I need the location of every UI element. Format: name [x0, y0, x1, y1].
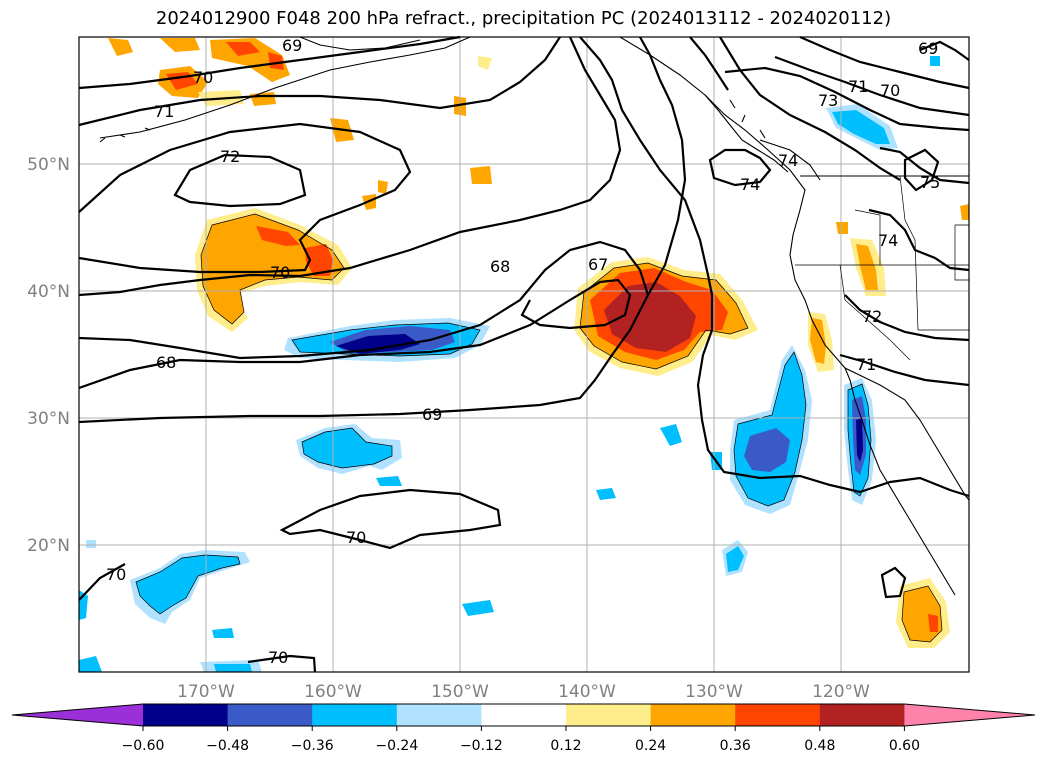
contour-label: 74: [878, 231, 898, 250]
colorbar-tick-label: −0.12: [460, 738, 503, 754]
colorbar-segment: [227, 704, 313, 726]
chart-title: 2024012900 F048 200 hPa refract., precip…: [155, 8, 892, 29]
contour-label: 68: [156, 353, 176, 372]
lon-axis-labels: 170°W 160°W 150°W 140°W 130°W 120°W: [177, 682, 870, 702]
lat-label: 20°N: [27, 536, 70, 556]
colorbar-tick-label: −0.48: [206, 738, 249, 754]
contour-label: 74: [778, 151, 798, 170]
contour-label: 70: [346, 528, 366, 547]
colorbar-segment: [312, 704, 398, 726]
contour-label: 68: [490, 257, 510, 276]
colorbar-tick-label: −0.24: [375, 738, 418, 754]
colorbar-extend-high: [904, 704, 1035, 726]
lat-label: 40°N: [27, 282, 70, 302]
colorbar-tick-label: 0.36: [720, 738, 751, 754]
contour-label: 70: [270, 263, 290, 282]
lon-label: 120°W: [812, 682, 870, 702]
contour-label: 70: [193, 68, 213, 87]
colorbar-tick-label: 0.48: [804, 738, 835, 754]
coastlines: [99, 36, 970, 596]
colorbar-segment: [481, 704, 567, 726]
contour-label: 70: [880, 81, 900, 100]
contour-label: 69: [422, 405, 442, 424]
colorbar-segment: [650, 704, 736, 726]
colorbar-tick-label: 0.24: [635, 738, 666, 754]
contour-label: 75: [920, 173, 940, 192]
colorbar-segment: [735, 704, 821, 726]
contour-label: 70: [268, 648, 288, 667]
negative-field-central: [284, 318, 490, 362]
lat-label: 30°N: [27, 409, 70, 429]
contour-label: 69: [282, 36, 302, 55]
negative-field-east: [596, 104, 898, 576]
contour-label: 72: [220, 147, 240, 166]
contour-labels: 69 70 71 72 70 68 68 67 69 70 70 70 69 7…: [106, 36, 940, 667]
contour-label: 71: [154, 102, 174, 121]
contour-label: 71: [856, 355, 876, 374]
colorbar-tick-label: −0.36: [291, 738, 334, 754]
gridlines: [79, 37, 969, 672]
contour-lines: [78, 35, 970, 673]
contour-label: 72: [862, 307, 882, 326]
colorbar-tick-label: −0.60: [122, 738, 165, 754]
contour-label: 74: [740, 175, 760, 194]
lon-label: 160°W: [304, 682, 362, 702]
map-frame: [78, 36, 970, 673]
colorbar-tick-label: 0.60: [889, 738, 920, 754]
colorbar-segment: [396, 704, 482, 726]
lon-label: 170°W: [177, 682, 235, 702]
contour-label: 73: [818, 91, 838, 110]
colorbar-extend-low: [12, 704, 143, 726]
lat-axis-labels: 50°N 40°N 30°N 20°N: [27, 155, 70, 556]
lon-label: 140°W: [558, 682, 616, 702]
contour-label: 70: [106, 565, 126, 584]
colorbar-segment: [819, 704, 905, 726]
lon-label: 150°W: [431, 682, 489, 702]
positive-field-small: [108, 38, 969, 648]
contour-label: 69: [918, 39, 938, 58]
contour-label: 67: [588, 255, 608, 274]
colorbar-segment: [566, 704, 652, 726]
lat-label: 50°N: [27, 155, 70, 175]
colorbar: −0.60 −0.48 −0.36 −0.24 −0.12 0.12 0.24 0.36 0.4…: [11, 703, 1036, 754]
colorbar-tick-label: 0.12: [550, 738, 581, 754]
contour-label: 71: [848, 77, 868, 96]
lon-label: 130°W: [685, 682, 743, 702]
colorbar-segment: [143, 704, 229, 726]
